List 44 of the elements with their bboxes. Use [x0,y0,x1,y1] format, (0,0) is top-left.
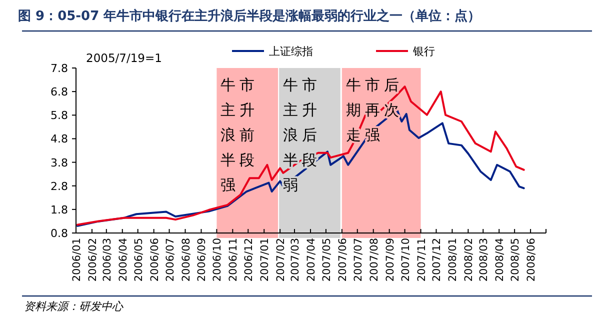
x-tick-label: 2007/07 [352,238,364,282]
x-tick-label: 2007/09 [384,238,396,282]
x-tick-label: 2006/08 [180,238,192,282]
x-tick-label: 2007/01 [259,238,272,282]
x-tick-label: 2006/06 [148,238,161,282]
x-tick-label: 2006/09 [196,238,208,282]
x-tick-label: 2008/01 [447,238,460,282]
y-tick-label: 4.8 [50,132,68,146]
x-tick-label: 2008/03 [478,238,490,282]
y-tick-label: 2.8 [50,180,68,193]
x-tick-label: 2008/06 [526,238,538,282]
x-tick-label: 2007/06 [336,238,349,282]
x-tick-label: 2006/04 [117,238,130,282]
x-tick-label: 2006/12 [243,238,256,282]
x-tick-label: 2007/02 [275,238,288,282]
x-tick-label: 2006/07 [164,238,176,282]
x-tick-label: 2007/11 [416,238,428,282]
x-tick-label: 2007/05 [320,238,333,282]
y-tick-label: 3.8 [50,156,68,170]
x-tick-label: 2006/02 [86,238,99,282]
x-tick-label: 2006/01 [71,238,83,282]
x-tick-label: 2007/03 [290,238,302,282]
y-tick-label: 6.8 [50,86,68,99]
x-tick-label: 2007/04 [305,238,318,282]
x-tick-label: 2006/05 [132,238,145,282]
x-tick-label: 2007/12 [431,238,444,282]
x-tick-label: 2006/11 [228,238,240,282]
text: 2005/7/19=1 [86,51,162,65]
band-label: 牛市主升浪前半段强 [220,76,259,194]
y-tick-label: 5.8 [50,109,68,122]
x-tick-label: 2008/04 [494,238,506,282]
y-tick-label: 7.8 [50,62,68,75]
x-tick-label: 2007/08 [368,238,380,282]
x-tick-label: 2008/02 [463,238,476,282]
text: 资料来源：研发中心 [24,300,124,313]
x-tick-label: 2007/10 [400,238,412,282]
legend-label: 上证综指 [269,45,313,58]
x-tick-label: 2008/05 [510,238,522,282]
x-tick-label: 2006/10 [212,238,224,282]
legend-label: 银行 [412,45,435,58]
y-tick-label: 0.8 [50,227,68,240]
y-tick-label: 1.8 [50,203,68,216]
chart-title: 图 9：05-07 年牛市中银行在主升浪后半段是涨幅最弱的行业之一（单位：点） [18,8,481,24]
x-tick-label: 2006/03 [101,238,114,282]
